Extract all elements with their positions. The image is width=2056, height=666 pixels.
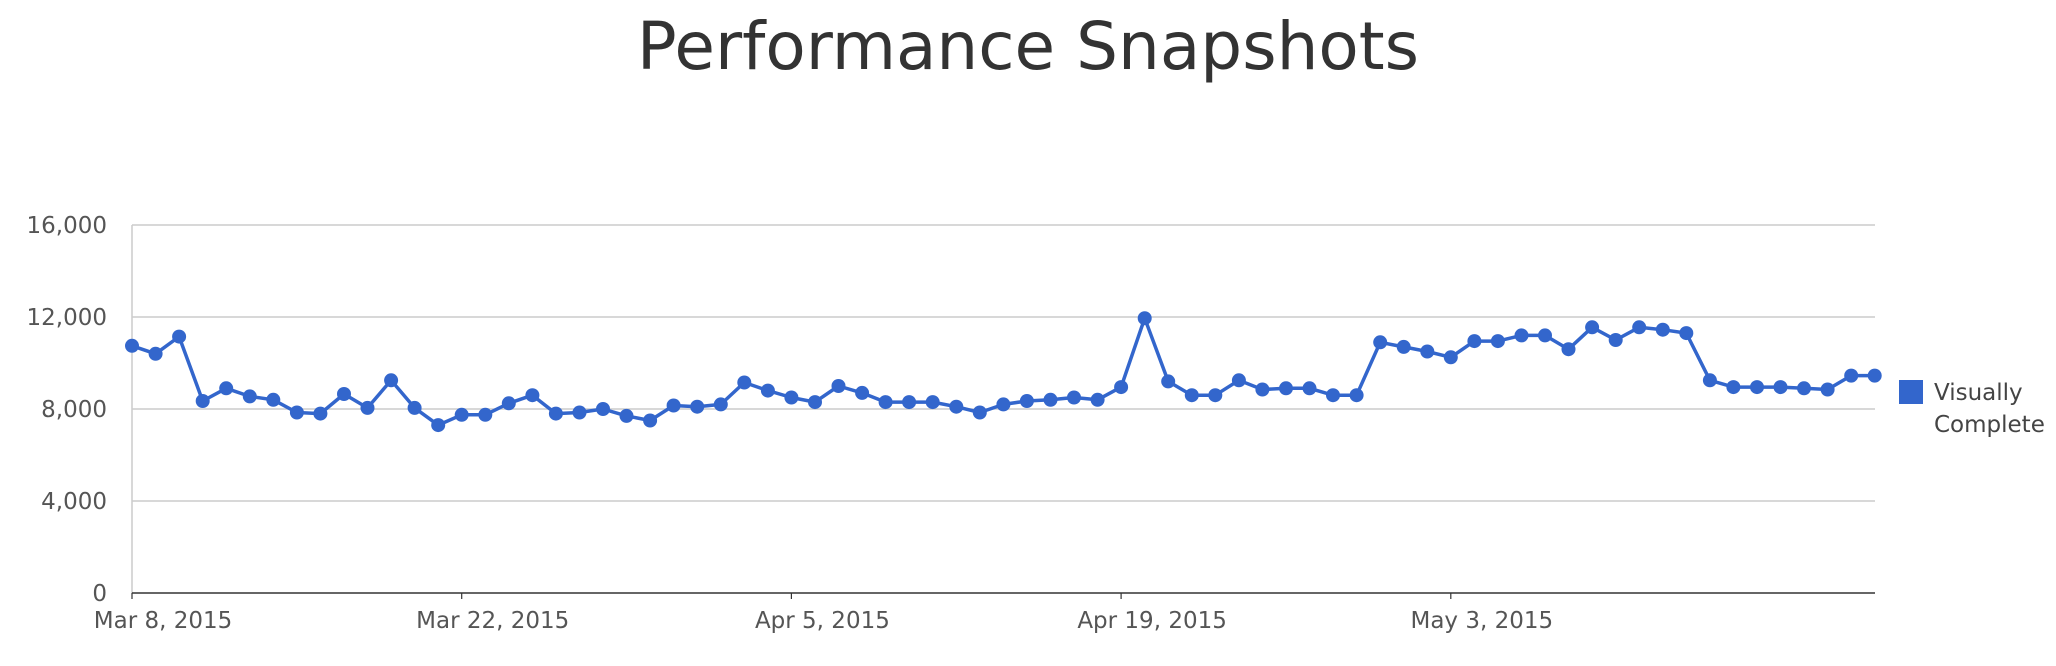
data-point[interactable]	[337, 387, 351, 401]
y-tick-label: 12,000	[27, 305, 107, 331]
data-point[interactable]	[666, 398, 681, 413]
y-tick-label: 0	[92, 581, 107, 607]
data-point[interactable]	[1231, 373, 1246, 388]
data-point[interactable]	[125, 338, 139, 353]
data-point[interactable]	[1019, 394, 1034, 408]
data-point[interactable]	[1349, 388, 1364, 403]
data-point[interactable]	[1679, 326, 1694, 341]
data-point[interactable]	[643, 413, 658, 428]
data-point[interactable]	[831, 379, 846, 393]
data-point[interactable]	[1844, 368, 1859, 383]
data-point[interactable]	[1043, 392, 1058, 407]
data-point[interactable]	[1514, 328, 1529, 343]
data-point[interactable]	[1255, 382, 1270, 397]
data-point[interactable]	[1490, 334, 1505, 349]
legend-label: Visually	[1934, 380, 2023, 406]
x-axis-ticks: Mar 8, 2015 Mar 22, 2015 Apr 5, 2015 Apr 19…	[94, 593, 1553, 634]
data-point[interactable]	[1750, 380, 1764, 395]
data-point[interactable]	[808, 395, 822, 410]
data-point[interactable]	[360, 400, 375, 415]
data-point[interactable]	[855, 385, 870, 400]
data-point[interactable]	[1773, 380, 1788, 395]
data-point[interactable]	[784, 390, 799, 405]
data-point[interactable]	[1797, 381, 1811, 396]
data-point[interactable]	[996, 397, 1011, 412]
y-tick-label: 4,000	[41, 489, 107, 515]
data-point[interactable]	[1467, 334, 1482, 349]
data-point[interactable]	[1702, 373, 1717, 388]
data-point[interactable]	[525, 388, 540, 403]
data-point[interactable]	[878, 395, 893, 410]
data-point[interactable]	[1585, 320, 1600, 335]
x-tick-label: Mar 22, 2015	[416, 608, 569, 634]
data-point[interactable]	[1443, 350, 1458, 365]
data-point[interactable]	[478, 407, 493, 422]
legend[interactable]: Visually Complete	[1899, 380, 2045, 438]
data-point[interactable]	[972, 405, 987, 420]
data-point[interactable]	[266, 392, 281, 407]
chart-title: Performance Snapshots	[636, 8, 1420, 85]
data-point[interactable]	[1137, 311, 1152, 326]
data-point[interactable]	[902, 395, 917, 410]
data-point[interactable]	[501, 396, 516, 411]
data-point[interactable]	[548, 406, 563, 421]
data-point[interactable]	[1632, 320, 1647, 335]
x-tick-label: Apr 5, 2015	[755, 608, 890, 634]
data-point[interactable]	[1420, 344, 1435, 359]
data-point[interactable]	[572, 405, 587, 420]
data-point[interactable]	[949, 399, 964, 414]
y-tick-label: 8,000	[41, 397, 107, 423]
x-tick-label: Mar 8, 2015	[94, 608, 233, 634]
y-axis-ticks: 0 4,000 8,000 12,000 16,000	[27, 213, 107, 607]
data-point[interactable]	[1820, 382, 1835, 397]
data-point[interactable]	[690, 399, 705, 414]
data-point[interactable]	[1090, 392, 1105, 407]
legend-swatch	[1899, 380, 1923, 404]
data-point[interactable]	[596, 402, 610, 416]
x-tick-label: May 3, 2015	[1410, 608, 1553, 634]
data-point[interactable]	[760, 383, 775, 398]
data-point[interactable]	[242, 389, 257, 404]
axes	[131, 225, 1875, 594]
data-point[interactable]	[148, 346, 163, 361]
data-point[interactable]	[1279, 381, 1293, 396]
data-point[interactable]	[289, 405, 304, 420]
legend-label: Complete	[1934, 412, 2045, 438]
gridlines	[132, 224, 1875, 502]
data-point[interactable]	[1161, 374, 1176, 389]
data-point[interactable]	[313, 406, 328, 421]
data-point[interactable]	[1396, 339, 1411, 354]
data-point[interactable]	[1608, 333, 1623, 347]
data-point[interactable]	[1184, 388, 1199, 403]
data-point[interactable]	[384, 373, 399, 388]
data-point[interactable]	[1726, 380, 1741, 395]
data-point[interactable]	[713, 397, 728, 412]
data-point[interactable]	[1114, 380, 1129, 395]
data-point[interactable]	[1302, 381, 1317, 396]
data-point[interactable]	[1538, 328, 1552, 343]
data-point[interactable]	[1655, 322, 1670, 337]
y-tick-label: 16,000	[27, 213, 107, 239]
data-point[interactable]	[195, 394, 210, 408]
data-point[interactable]	[1561, 342, 1576, 357]
data-point[interactable]	[619, 408, 634, 423]
data-point[interactable]	[1326, 388, 1340, 403]
data-point[interactable]	[172, 329, 187, 344]
data-point[interactable]	[925, 395, 940, 410]
data-point[interactable]	[454, 407, 469, 422]
data-point[interactable]	[219, 381, 234, 396]
series-visually-complete	[125, 311, 1882, 433]
data-point[interactable]	[407, 400, 422, 415]
data-point[interactable]	[737, 375, 752, 390]
x-tick-label: Apr 19, 2015	[1077, 608, 1227, 634]
data-point[interactable]	[1373, 335, 1388, 350]
data-point[interactable]	[1867, 368, 1882, 383]
data-point[interactable]	[431, 418, 446, 433]
data-point[interactable]	[1208, 388, 1223, 403]
data-point[interactable]	[1067, 390, 1081, 405]
